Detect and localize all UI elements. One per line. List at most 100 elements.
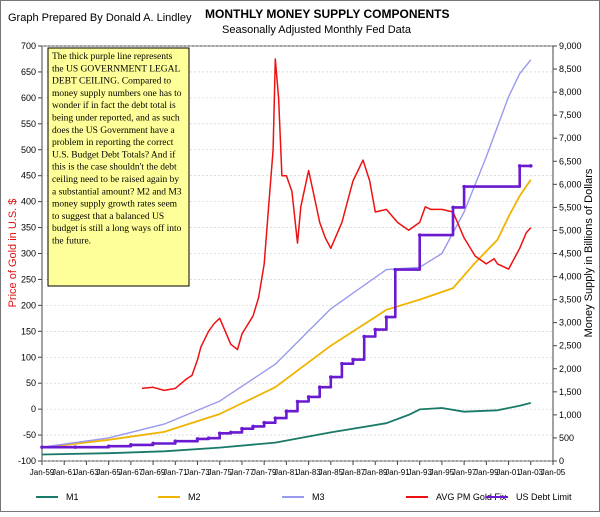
series-point-us-debt-limit xyxy=(173,439,178,443)
legend-label: US Debt Limit xyxy=(516,492,572,502)
series-line-us-debt-limit xyxy=(42,164,531,449)
x-tick-label: Jan-99 xyxy=(474,468,499,477)
legend-label: M1 xyxy=(66,492,79,502)
series-point-us-debt-limit xyxy=(306,395,311,399)
series-point-us-debt-limit xyxy=(340,361,344,366)
right-tick-label: 8,500 xyxy=(559,64,582,74)
x-tick-label: Jan-75 xyxy=(208,468,233,477)
x-tick-label: Jan-83 xyxy=(296,468,321,477)
x-tick-label: Jan-89 xyxy=(363,468,388,477)
right-tick-label: 2,500 xyxy=(559,341,582,351)
x-tick-label: Jan-05 xyxy=(541,468,566,477)
right-tick-label: 1,500 xyxy=(559,387,582,397)
left-tick-label: 300 xyxy=(21,249,36,259)
series-point-us-debt-limit xyxy=(106,444,111,449)
right-tick-label: 7,000 xyxy=(559,133,582,143)
left-tick-label: 400 xyxy=(21,197,36,207)
series-point-us-debt-limit xyxy=(206,436,211,440)
series-point-us-debt-limit xyxy=(451,205,455,210)
prepared-by-label: Graph Prepared By Donald A. Lindley xyxy=(8,12,192,24)
series-point-us-debt-limit xyxy=(393,267,398,272)
x-tick-label: Jan-63 xyxy=(74,468,99,477)
series-line-m1 xyxy=(41,402,532,456)
left-tick-label: 550 xyxy=(21,119,36,129)
series-line-m2 xyxy=(41,179,532,449)
right-tick-label: 5,000 xyxy=(559,225,582,235)
right-tick-label: 3,500 xyxy=(559,295,582,305)
x-tick-label: Jan-91 xyxy=(385,468,410,477)
annotation-text: The thick purple line represents the US G… xyxy=(52,52,182,247)
series-point-us-debt-limit xyxy=(417,233,422,237)
left-tick-label: -50 xyxy=(23,430,36,440)
legend-label: AVG PM Gold Fix xyxy=(436,492,507,502)
right-tick-label: 500 xyxy=(559,433,574,443)
right-axis-title: Money Supply in Billions of Dollars xyxy=(583,168,595,337)
series-point-us-debt-limit xyxy=(317,385,322,390)
x-tick-label: Jan-77 xyxy=(230,468,255,477)
right-tick-label: 9,000 xyxy=(559,41,582,51)
series-line-avg-pm-gold-fix xyxy=(141,58,532,392)
right-tick-label: 7,500 xyxy=(559,110,582,120)
x-tick-label: Jan-65 xyxy=(96,468,121,477)
series-point-us-debt-limit xyxy=(195,437,200,441)
series-point-us-debt-limit xyxy=(528,164,533,168)
series-point-us-debt-limit xyxy=(329,375,333,379)
left-tick-label: 600 xyxy=(21,93,36,103)
series-point-us-debt-limit xyxy=(151,441,155,446)
right-tick-label: 3,000 xyxy=(559,318,582,328)
series-point-us-debt-limit xyxy=(273,416,278,420)
x-tick-label: Jan-69 xyxy=(141,468,166,477)
left-tick-label: 650 xyxy=(21,67,36,77)
annotation-box xyxy=(47,47,190,287)
left-tick-label: 450 xyxy=(21,171,36,181)
series-point-us-debt-limit xyxy=(240,426,244,431)
right-tick-label: 4,500 xyxy=(559,249,582,259)
series-point-us-debt-limit xyxy=(462,184,466,189)
chart-subtitle: Seasonally Adjusted Monthly Fed Data xyxy=(222,24,412,36)
right-tick-label: 5,500 xyxy=(559,202,582,212)
x-tick-label: Jan-79 xyxy=(252,468,277,477)
series-point-us-debt-limit xyxy=(229,430,233,435)
left-tick-label: 500 xyxy=(21,145,36,155)
x-tick-label: Jan-93 xyxy=(407,468,432,477)
right-tick-label: 6,500 xyxy=(559,156,582,166)
series-point-us-debt-limit xyxy=(73,445,78,449)
x-tick-label: Jan-81 xyxy=(274,468,299,477)
x-tick-label: Jan-71 xyxy=(163,468,188,477)
left-tick-label: 350 xyxy=(21,223,36,233)
right-tick-label: 8,000 xyxy=(559,87,582,97)
x-tick-label: Jan-95 xyxy=(430,468,455,477)
left-tick-label: 200 xyxy=(21,300,36,310)
series-point-us-debt-limit xyxy=(217,431,222,436)
x-tick-label: Jan-01 xyxy=(496,468,521,477)
left-tick-label: 100 xyxy=(21,352,36,362)
x-tick-label: Jan-03 xyxy=(519,468,544,477)
left-tick-label: -100 xyxy=(18,456,36,466)
series-point-us-debt-limit xyxy=(295,399,300,404)
x-tick-label: Jan-61 xyxy=(52,468,77,477)
legend-label: M3 xyxy=(312,492,325,502)
chart-title: MONTHLY MONEY SUPPLY COMPONENTS xyxy=(205,7,450,21)
left-tick-label: 150 xyxy=(21,326,36,336)
right-tick-label: 0 xyxy=(559,456,564,466)
left-tick-label: 50 xyxy=(26,378,36,388)
series-point-us-debt-limit xyxy=(251,424,255,429)
right-tick-label: 6,000 xyxy=(559,179,582,189)
series-point-us-debt-limit xyxy=(362,334,366,339)
legend-label: M2 xyxy=(188,492,201,502)
right-tick-label: 2,000 xyxy=(559,364,582,374)
left-tick-label: 0 xyxy=(31,404,36,414)
x-tick-label: Jan-59 xyxy=(30,468,55,477)
x-tick-label: Jan-87 xyxy=(341,468,366,477)
right-tick-label: 4,000 xyxy=(559,272,582,282)
series-point-us-debt-limit xyxy=(517,164,522,168)
x-tick-label: Jan-97 xyxy=(452,468,477,477)
series-point-us-debt-limit xyxy=(384,315,389,319)
series-point-us-debt-limit xyxy=(40,445,44,449)
x-tick-label: Jan-85 xyxy=(319,468,344,477)
series-point-us-debt-limit xyxy=(373,327,378,332)
series-point-us-debt-limit xyxy=(351,357,355,362)
x-tick-label: Jan-73 xyxy=(185,468,210,477)
x-tick-label: Jan-67 xyxy=(119,468,144,477)
